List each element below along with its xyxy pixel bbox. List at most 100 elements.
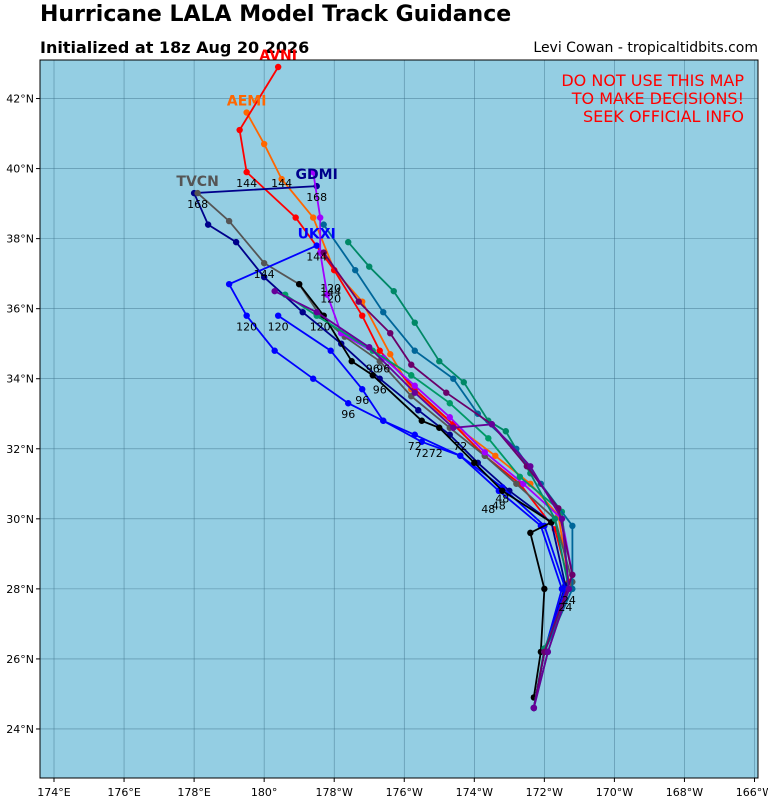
track-point-aemi <box>309 214 317 221</box>
track-point-track-purple <box>408 361 415 368</box>
hour-label: 144 <box>236 177 257 190</box>
track-point-track-green <box>485 435 492 442</box>
track-point-track-purple <box>320 249 327 256</box>
track-point-gfs <box>324 291 331 298</box>
warning-line: TO MAKE DECISIONS! <box>571 89 744 108</box>
track-point-track-purple <box>355 298 362 305</box>
lat-tick-label: 34°N <box>6 373 34 386</box>
lon-tick-label: 170°W <box>596 786 633 799</box>
track-point-avni <box>236 126 243 134</box>
track-point-track-teal <box>352 266 359 274</box>
track-point-navgem <box>348 358 355 365</box>
model-label-tvcn: TVCN <box>176 174 218 190</box>
lon-tick-label: 178°E <box>177 786 210 799</box>
track-point-navgem <box>436 424 443 431</box>
track-point-track-dkpurple <box>530 704 538 712</box>
track-point-track-teal <box>450 375 457 382</box>
hour-label: 168 <box>306 191 327 204</box>
track-point-avni <box>274 63 282 71</box>
track-point-aemi <box>260 140 268 148</box>
lat-tick-label: 30°N <box>6 513 34 526</box>
map-grid <box>40 60 758 778</box>
track-point-track-teal <box>569 522 576 530</box>
model-label-ukxi: UKXI <box>298 227 336 243</box>
hour-label: 48 <box>495 492 509 505</box>
track-point-navgem <box>541 585 548 593</box>
track-point-ecmwf <box>345 238 352 246</box>
track-point-track-dkpurple <box>313 308 320 316</box>
lat-tick-label: 36°N <box>6 303 34 316</box>
hour-label: 24 <box>558 601 572 614</box>
lon-tick-label: 168°W <box>666 786 703 799</box>
track-point-aemi <box>492 452 499 459</box>
track-point-ecmwf <box>436 358 443 365</box>
hour-label: 120 <box>236 321 257 334</box>
track-point-ukxi <box>313 242 320 249</box>
lat-tick-label: 24°N <box>6 723 34 736</box>
track-point-gdmi <box>232 238 240 246</box>
hour-label: 96 <box>341 408 355 421</box>
hour-label: 120 <box>320 293 341 306</box>
track-point-gfs <box>411 382 418 389</box>
model-tracks <box>190 63 576 712</box>
hour-label: 72 <box>408 440 422 453</box>
lat-tick-label: 26°N <box>6 653 34 666</box>
track-navgem <box>295 280 555 701</box>
track-point-tvcn <box>225 217 233 225</box>
track-point-track-dkpurple <box>488 421 496 428</box>
track-point-track-dkpurple <box>450 424 457 431</box>
hour-label: 72 <box>429 447 443 460</box>
track-point-track-purple <box>443 389 450 396</box>
track-point-ecmwf <box>390 287 397 295</box>
hour-label: 24 <box>562 594 576 607</box>
track-point-ecmwf <box>460 379 467 386</box>
track-point-ecmwf <box>502 428 510 435</box>
track-point-gfs <box>446 414 453 421</box>
track-point-gfs <box>316 214 324 221</box>
track-point-hwrf <box>558 585 566 593</box>
track-point-ukxi <box>243 312 250 319</box>
map-frame <box>39 59 759 779</box>
track-point-track-dkpurple <box>527 463 534 470</box>
forecast-hour-labels: 1441681681441201441209672481209672969696… <box>187 177 576 614</box>
lon-tick-label: 172°W <box>526 786 563 799</box>
track-point-gfs <box>481 449 489 456</box>
track-point-track-dkpurple <box>366 344 373 351</box>
track-point-gdmi <box>299 308 306 316</box>
model-name-labels: AEMI AVNI GDMI TVCN UKXI <box>176 48 337 243</box>
track-point-ukxi <box>309 375 317 382</box>
hour-label: 96 <box>366 363 380 376</box>
track-point-navgem <box>499 487 506 494</box>
track-point-tvcn <box>194 189 201 197</box>
track-point-navgem <box>527 529 534 537</box>
hour-label: 144 <box>254 268 275 281</box>
track-point-hwrf <box>274 312 282 319</box>
track-point-navgem <box>418 417 425 424</box>
track-point-avni <box>243 168 250 176</box>
track-point-hwrf <box>359 386 366 393</box>
track-point-hwrf <box>457 452 464 459</box>
track-point-hwrf <box>418 438 425 445</box>
track-point-ecmwf <box>366 263 373 270</box>
page-subtitle: Initialized at 18z Aug 20 2026 <box>40 38 310 57</box>
track-point-track-dkpurple <box>411 389 418 396</box>
lat-tick-label: 32°N <box>6 443 34 456</box>
lon-tick-label: 166°W <box>736 786 768 799</box>
track-point-track-green <box>408 372 415 379</box>
track-line-gdmi <box>192 185 567 709</box>
track-point-tvcn <box>513 480 520 487</box>
hour-label: 144 <box>271 177 292 190</box>
warning-line: DO NOT USE THIS MAP <box>561 71 744 90</box>
track-point-track-purple <box>387 329 394 337</box>
track-point-navgem <box>471 459 478 466</box>
track-point-avni <box>359 312 366 319</box>
track-point-track-teal <box>411 347 418 354</box>
hour-label: 120 <box>310 321 331 334</box>
lon-tick-label: 176°W <box>386 786 423 799</box>
lon-tick-label: 176°E <box>107 786 140 799</box>
credit-text: Levi Cowan - tropicaltidbits.com <box>533 40 758 56</box>
track-point-avni <box>292 214 299 221</box>
lon-tick-label: 174°W <box>456 786 493 799</box>
track-point-navgem <box>369 372 376 379</box>
